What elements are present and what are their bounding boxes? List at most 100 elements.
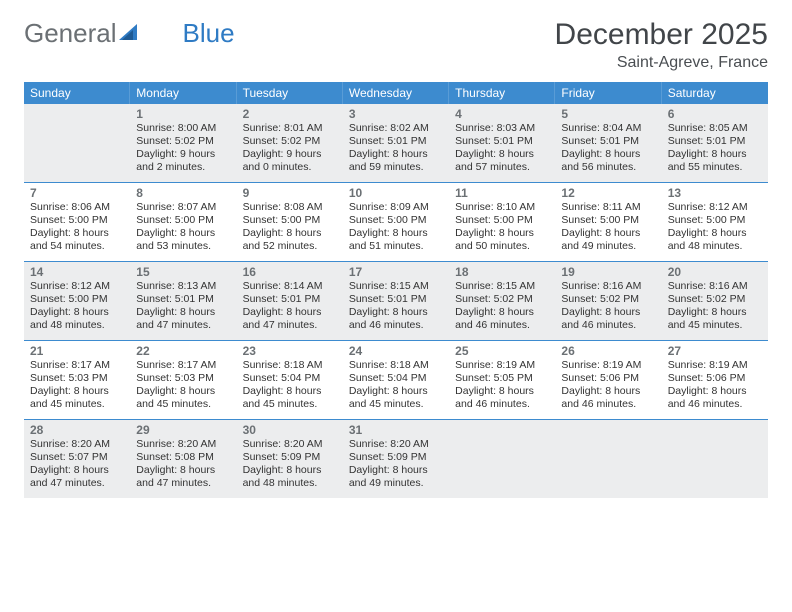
sunset-text: Sunset: 5:07 PM xyxy=(30,451,124,464)
day-number: 2 xyxy=(243,107,337,121)
day-cell: 14Sunrise: 8:12 AMSunset: 5:00 PMDayligh… xyxy=(24,262,130,340)
day-cell: 8Sunrise: 8:07 AMSunset: 5:00 PMDaylight… xyxy=(130,183,236,261)
day-cell: 15Sunrise: 8:13 AMSunset: 5:01 PMDayligh… xyxy=(130,262,236,340)
daylight-text: Daylight: 8 hours and 45 minutes. xyxy=(243,385,337,411)
sunset-text: Sunset: 5:00 PM xyxy=(668,214,762,227)
sunset-text: Sunset: 5:04 PM xyxy=(349,372,443,385)
daylight-text: Daylight: 8 hours and 57 minutes. xyxy=(455,148,549,174)
day-number: 9 xyxy=(243,186,337,200)
sunrise-text: Sunrise: 8:01 AM xyxy=(243,122,337,135)
sunrise-text: Sunrise: 8:12 AM xyxy=(668,201,762,214)
day-cell: 25Sunrise: 8:19 AMSunset: 5:05 PMDayligh… xyxy=(449,341,555,419)
daylight-text: Daylight: 8 hours and 47 minutes. xyxy=(136,464,230,490)
day-cell: 1Sunrise: 8:00 AMSunset: 5:02 PMDaylight… xyxy=(130,104,236,182)
day-number: 20 xyxy=(668,265,762,279)
day-number: 27 xyxy=(668,344,762,358)
calendar: Sunday Monday Tuesday Wednesday Thursday… xyxy=(24,82,768,498)
daylight-text: Daylight: 8 hours and 56 minutes. xyxy=(561,148,655,174)
daylight-text: Daylight: 8 hours and 55 minutes. xyxy=(668,148,762,174)
sunrise-text: Sunrise: 8:20 AM xyxy=(136,438,230,451)
sunrise-text: Sunrise: 8:15 AM xyxy=(349,280,443,293)
day-cell: 22Sunrise: 8:17 AMSunset: 5:03 PMDayligh… xyxy=(130,341,236,419)
day-header: Monday xyxy=(130,82,236,104)
day-cell: 6Sunrise: 8:05 AMSunset: 5:01 PMDaylight… xyxy=(662,104,768,182)
sunset-text: Sunset: 5:00 PM xyxy=(349,214,443,227)
day-number: 4 xyxy=(455,107,549,121)
sunrise-text: Sunrise: 8:03 AM xyxy=(455,122,549,135)
sunset-text: Sunset: 5:00 PM xyxy=(30,293,124,306)
daylight-text: Daylight: 8 hours and 48 minutes. xyxy=(30,306,124,332)
daylight-text: Daylight: 8 hours and 52 minutes. xyxy=(243,227,337,253)
day-cell: 11Sunrise: 8:10 AMSunset: 5:00 PMDayligh… xyxy=(449,183,555,261)
day-cell xyxy=(24,104,130,182)
day-number: 10 xyxy=(349,186,443,200)
day-number: 19 xyxy=(561,265,655,279)
day-number: 16 xyxy=(243,265,337,279)
daylight-text: Daylight: 8 hours and 45 minutes. xyxy=(349,385,443,411)
daylight-text: Daylight: 8 hours and 47 minutes. xyxy=(136,306,230,332)
sunset-text: Sunset: 5:01 PM xyxy=(349,293,443,306)
day-cell: 10Sunrise: 8:09 AMSunset: 5:00 PMDayligh… xyxy=(343,183,449,261)
sunrise-text: Sunrise: 8:09 AM xyxy=(349,201,443,214)
sunset-text: Sunset: 5:01 PM xyxy=(668,135,762,148)
sunrise-text: Sunrise: 8:13 AM xyxy=(136,280,230,293)
day-cell: 23Sunrise: 8:18 AMSunset: 5:04 PMDayligh… xyxy=(237,341,343,419)
day-cell: 7Sunrise: 8:06 AMSunset: 5:00 PMDaylight… xyxy=(24,183,130,261)
sunrise-text: Sunrise: 8:08 AM xyxy=(243,201,337,214)
sunset-text: Sunset: 5:06 PM xyxy=(561,372,655,385)
day-header: Tuesday xyxy=(237,82,343,104)
day-number: 11 xyxy=(455,186,549,200)
day-cell: 31Sunrise: 8:20 AMSunset: 5:09 PMDayligh… xyxy=(343,420,449,498)
sunset-text: Sunset: 5:01 PM xyxy=(243,293,337,306)
sunset-text: Sunset: 5:02 PM xyxy=(136,135,230,148)
day-cell xyxy=(555,420,661,498)
logo-part1: General xyxy=(24,18,117,49)
daylight-text: Daylight: 8 hours and 48 minutes. xyxy=(243,464,337,490)
sunset-text: Sunset: 5:03 PM xyxy=(136,372,230,385)
day-number: 7 xyxy=(30,186,124,200)
day-number: 30 xyxy=(243,423,337,437)
day-header: Friday xyxy=(555,82,661,104)
sunset-text: Sunset: 5:01 PM xyxy=(561,135,655,148)
day-number: 8 xyxy=(136,186,230,200)
day-cell: 17Sunrise: 8:15 AMSunset: 5:01 PMDayligh… xyxy=(343,262,449,340)
logo: General Blue xyxy=(24,18,235,49)
sunrise-text: Sunrise: 8:19 AM xyxy=(455,359,549,372)
day-cell: 21Sunrise: 8:17 AMSunset: 5:03 PMDayligh… xyxy=(24,341,130,419)
day-cell: 5Sunrise: 8:04 AMSunset: 5:01 PMDaylight… xyxy=(555,104,661,182)
day-cell: 19Sunrise: 8:16 AMSunset: 5:02 PMDayligh… xyxy=(555,262,661,340)
sunset-text: Sunset: 5:02 PM xyxy=(668,293,762,306)
header: General Blue December 2025 Saint-Agreve,… xyxy=(24,18,768,72)
sunset-text: Sunset: 5:02 PM xyxy=(561,293,655,306)
sunset-text: Sunset: 5:00 PM xyxy=(243,214,337,227)
daylight-text: Daylight: 8 hours and 46 minutes. xyxy=(455,385,549,411)
day-header: Wednesday xyxy=(343,82,449,104)
sunset-text: Sunset: 5:00 PM xyxy=(455,214,549,227)
daylight-text: Daylight: 8 hours and 46 minutes. xyxy=(668,385,762,411)
sunrise-text: Sunrise: 8:15 AM xyxy=(455,280,549,293)
logo-part2: Blue xyxy=(183,18,235,49)
day-cell xyxy=(449,420,555,498)
day-number: 17 xyxy=(349,265,443,279)
sunset-text: Sunset: 5:01 PM xyxy=(455,135,549,148)
daylight-text: Daylight: 8 hours and 54 minutes. xyxy=(30,227,124,253)
sunrise-text: Sunrise: 8:19 AM xyxy=(668,359,762,372)
day-cell: 28Sunrise: 8:20 AMSunset: 5:07 PMDayligh… xyxy=(24,420,130,498)
day-number: 26 xyxy=(561,344,655,358)
day-cell: 3Sunrise: 8:02 AMSunset: 5:01 PMDaylight… xyxy=(343,104,449,182)
sunset-text: Sunset: 5:02 PM xyxy=(243,135,337,148)
sunset-text: Sunset: 5:02 PM xyxy=(455,293,549,306)
day-cell xyxy=(662,420,768,498)
day-number: 24 xyxy=(349,344,443,358)
daylight-text: Daylight: 8 hours and 46 minutes. xyxy=(349,306,443,332)
sunset-text: Sunset: 5:06 PM xyxy=(668,372,762,385)
sunrise-text: Sunrise: 8:20 AM xyxy=(243,438,337,451)
week-row: 7Sunrise: 8:06 AMSunset: 5:00 PMDaylight… xyxy=(24,183,768,262)
day-number: 5 xyxy=(561,107,655,121)
day-cell: 2Sunrise: 8:01 AMSunset: 5:02 PMDaylight… xyxy=(237,104,343,182)
sunrise-text: Sunrise: 8:00 AM xyxy=(136,122,230,135)
week-row: 1Sunrise: 8:00 AMSunset: 5:02 PMDaylight… xyxy=(24,104,768,183)
day-number: 6 xyxy=(668,107,762,121)
sunrise-text: Sunrise: 8:04 AM xyxy=(561,122,655,135)
sunset-text: Sunset: 5:09 PM xyxy=(243,451,337,464)
